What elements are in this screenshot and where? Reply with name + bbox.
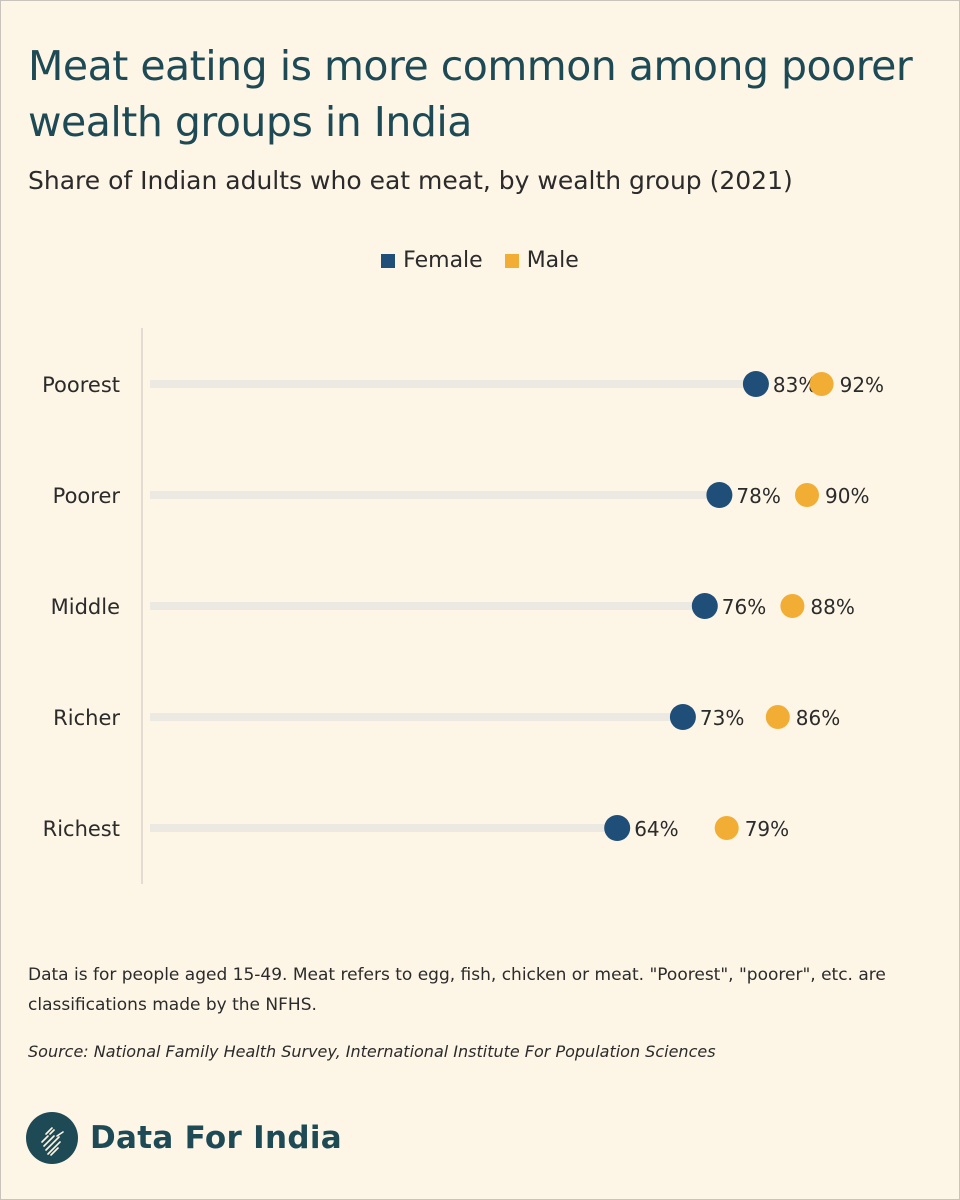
footnote: Data is for people aged 15-49. Meat refe… (28, 965, 886, 1015)
india-map-icon (26, 1112, 78, 1164)
female-dot (691, 593, 718, 619)
male-value-label: 79% (745, 817, 789, 841)
male-value-label: 92% (840, 373, 884, 397)
chart-subtitle: Share of Indian adults who eat meat, by … (28, 166, 793, 195)
category-label: Poorest (42, 373, 120, 397)
female-dot (742, 371, 769, 397)
legend-swatch-male (504, 254, 519, 268)
category-label: Middle (51, 595, 120, 619)
female-value-label: 76% (722, 595, 766, 619)
legend-item-female: Female (381, 244, 483, 278)
male-dot (714, 816, 739, 840)
legend-swatch-female (381, 254, 396, 268)
female-dot (604, 815, 631, 841)
male-value-label: 88% (810, 595, 854, 619)
dot-plot: Poorest 83% 92%Poorer 78% 90%Middle 76% 88%Ric… (42, 328, 884, 884)
legend-label-female: Female (403, 248, 483, 273)
category-label: Richer (53, 706, 120, 730)
brand: Data For India (26, 1112, 342, 1164)
male-value-label: 86% (796, 706, 840, 730)
brand-name: Data For India (90, 1120, 343, 1156)
legend: Female Male (0, 244, 960, 278)
source-note: Source: National Family Health Survey, I… (28, 1042, 716, 1061)
female-dot (706, 482, 733, 508)
legend-item-male: Male (504, 244, 579, 278)
male-value-label: 90% (825, 484, 869, 508)
female-value-label: 73% (700, 706, 744, 730)
female-dot (669, 704, 696, 730)
category-label: Poorer (53, 484, 121, 508)
male-dot (765, 705, 790, 729)
category-label: Richest (43, 817, 120, 841)
chart-title: Meat eating is more common among poorer … (28, 42, 913, 146)
male-dot (809, 372, 834, 396)
male-dot (780, 594, 805, 618)
female-value-label: 78% (736, 484, 780, 508)
legend-label-male: Male (526, 248, 579, 273)
male-dot (795, 483, 819, 507)
female-value-label: 64% (634, 817, 678, 841)
